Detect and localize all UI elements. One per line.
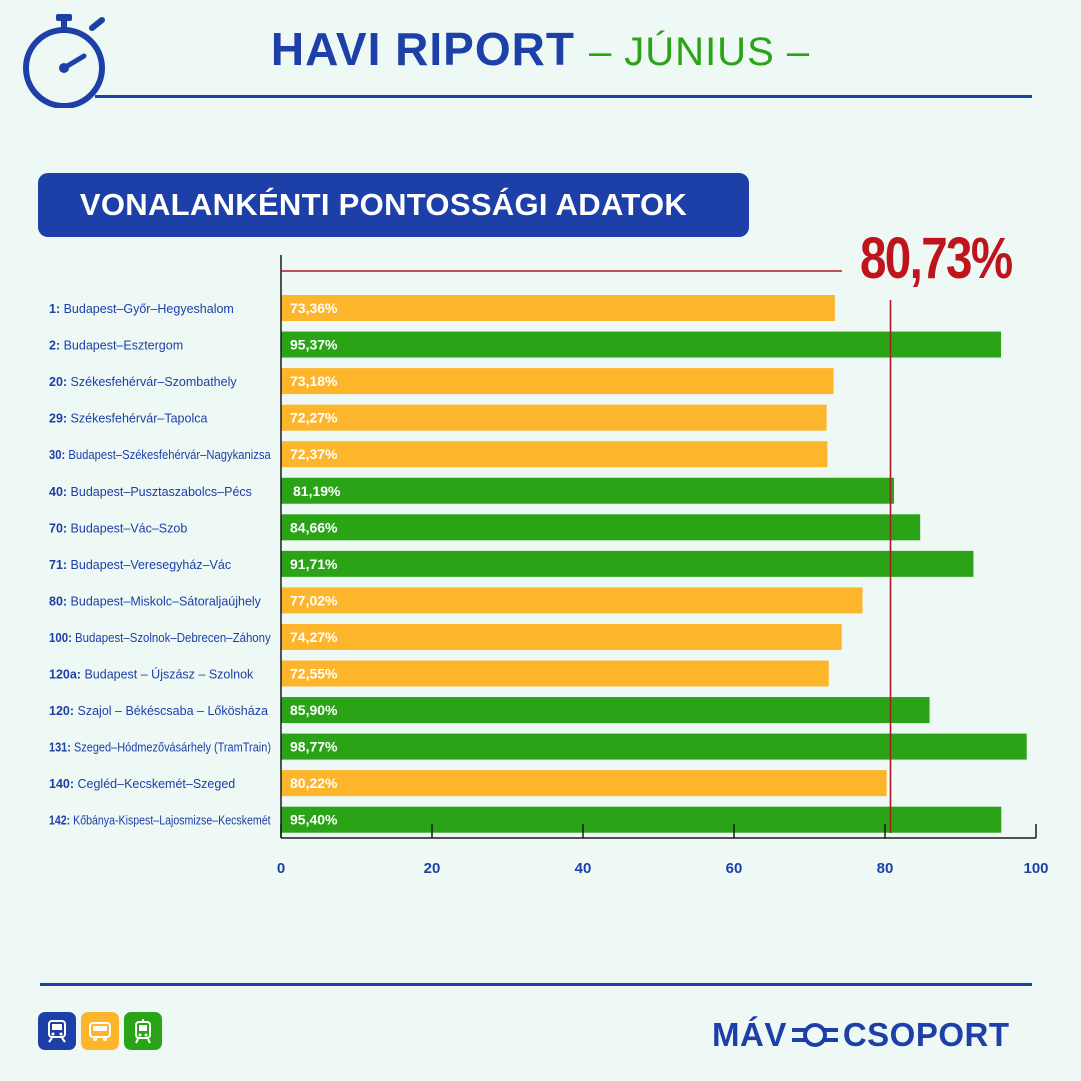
line-name: Budapest–Vác–Szob [71, 521, 188, 535]
line-number: 131: [49, 741, 74, 755]
bar [281, 368, 834, 395]
report-title-main: HAVI RIPORT [270, 23, 575, 75]
bar-value-label: 98,77% [290, 739, 338, 755]
category-label: 20: Székesfehérvár–Szombathely [49, 375, 237, 389]
category-label: 2: Budapest–Esztergom [49, 339, 183, 353]
train-icon [38, 1012, 76, 1050]
bar-value-label: 80,22% [290, 775, 338, 791]
line-number: 1: [49, 302, 64, 316]
bar-value-label: 95,37% [290, 337, 338, 353]
category-label: 80: Budapest–Miskolc–Sátoraljaújhely [49, 594, 262, 608]
x-tick-label: 0 [277, 860, 285, 877]
category-label: 71: Budapest–Veresegyház–Vác [49, 558, 231, 572]
bar-value-label: 73,36% [290, 300, 338, 316]
bar [281, 733, 1027, 760]
line-name: Budapest–Székesfehérvár–Nagykanizsa [68, 448, 271, 463]
category-label: 70: Budapest–Vác–Szob [49, 521, 187, 535]
bar [281, 587, 863, 614]
bar [281, 331, 1002, 358]
category-label: 40: Budapest–Pusztaszabolcs–Pécs [49, 485, 252, 499]
bar-value-label: 73,18% [290, 373, 338, 389]
punctuality-bar-chart: 73,36% 1: Budapest–Győr–Hegyeshalom 95,37%… [49, 255, 1049, 877]
section-title: VONALANKÉNTI PONTOSSÁGI ADATOK [38, 173, 749, 237]
line-name: Cegléd–Kecskemét–Szeged [78, 777, 236, 791]
bar [281, 770, 887, 797]
line-name: Székesfehérvár–Szombathely [71, 375, 238, 389]
line-name: Budapest–Esztergom [64, 339, 184, 353]
bar-value-label: 91,71% [290, 556, 338, 572]
bar-value-label: 84,66% [290, 519, 338, 535]
logo-text-mav: MÁV [712, 1016, 787, 1053]
bar [281, 477, 894, 504]
report-title-month: – JÚNIUS – [588, 30, 811, 74]
bus-icon [81, 1012, 119, 1050]
average-label: 80,73% [860, 226, 1013, 291]
line-number: 80: [49, 594, 71, 608]
stopwatch-icon [23, 14, 105, 108]
category-label: 120a: Budapest – Újszász – Szolnok [49, 667, 254, 682]
line-number: 71: [49, 558, 71, 572]
bar-value-label: 85,90% [290, 702, 338, 718]
line-number: 120: [49, 704, 78, 718]
line-number: 100: [49, 630, 75, 645]
line-name: Kőbánya-Kispest–Lajosmizse–Kecskemét [73, 815, 271, 828]
category-label: 120: Szajol – Békéscsaba – Lőkösháza [49, 704, 268, 718]
bar-value-label: 81,19% [293, 483, 341, 499]
line-name: Szajol – Békéscsaba – Lőkösháza [78, 704, 268, 718]
category-label: 29: Székesfehérvár–Tapolca [49, 412, 207, 426]
line-name: Budapest–Miskolc–Sátoraljaújhely [71, 594, 262, 608]
bar [281, 697, 930, 724]
line-name: Székesfehérvár–Tapolca [71, 412, 208, 426]
line-number: 70: [49, 521, 71, 535]
category-label: 131: Szeged–Hódmezővásárhely (TramTrain) [49, 741, 271, 755]
line-number: 140: [49, 777, 78, 791]
mav-csoport-logo: MÁV CSOPORT [712, 1012, 1010, 1058]
tram-icon [124, 1012, 162, 1050]
line-name: Budapest–Szolnok–Debrecen–Záhony [75, 630, 271, 645]
line-number: 20: [49, 375, 71, 389]
report-title: HAVI RIPORT – JÚNIUS – [0, 22, 1081, 76]
category-label: 30: Budapest–Székesfehérvár–Nagykanizsa [49, 448, 271, 463]
bar-value-label: 72,55% [290, 666, 338, 682]
logo-mark-icon [791, 1023, 838, 1047]
bar [281, 441, 828, 468]
bar-value-label: 72,27% [290, 410, 338, 426]
bar [281, 623, 842, 650]
bar-value-label: 74,27% [290, 629, 338, 645]
line-number: 29: [49, 412, 71, 426]
line-name: Budapest–Pusztaszabolcs–Pécs [71, 485, 252, 499]
category-label: 142: Kőbánya-Kispest–Lajosmizse–Kecskemé… [49, 815, 271, 828]
bar-value-label: 72,37% [290, 446, 338, 462]
line-number: 30: [49, 448, 68, 463]
line-number: 40: [49, 485, 71, 499]
category-label: 140: Cegléd–Kecskemét–Szeged [49, 777, 235, 791]
x-tick-label: 80 [877, 860, 894, 877]
header-divider [95, 95, 1032, 98]
category-label: 100: Budapest–Szolnok–Debrecen–Záhony [49, 630, 271, 645]
bar [281, 514, 921, 541]
x-tick-label: 60 [726, 860, 743, 877]
bar-value-label: 95,40% [290, 812, 338, 828]
x-tick-label: 20 [424, 860, 441, 877]
footer-divider [40, 983, 1032, 986]
logo-text-csoport: CSOPORT [842, 1016, 1010, 1053]
bar [281, 660, 829, 687]
line-name: Budapest–Győr–Hegyeshalom [64, 302, 234, 316]
bar [281, 404, 827, 431]
line-name: Szeged–Hódmezővásárhely (TramTrain) [74, 741, 271, 755]
bar-value-label: 77,02% [290, 592, 338, 608]
line-number: 142: [49, 815, 73, 828]
line-number: 2: [49, 339, 64, 353]
bar [281, 550, 974, 577]
bar [281, 806, 1002, 833]
x-tick-label: 40 [575, 860, 592, 877]
x-tick-label: 100 [1023, 860, 1048, 877]
category-label: 1: Budapest–Győr–Hegyeshalom [49, 302, 234, 316]
bar [281, 295, 835, 321]
line-name: Budapest – Újszász – Szolnok [84, 667, 254, 682]
line-number: 120a: [49, 668, 84, 682]
line-name: Budapest–Veresegyház–Vác [71, 558, 232, 572]
